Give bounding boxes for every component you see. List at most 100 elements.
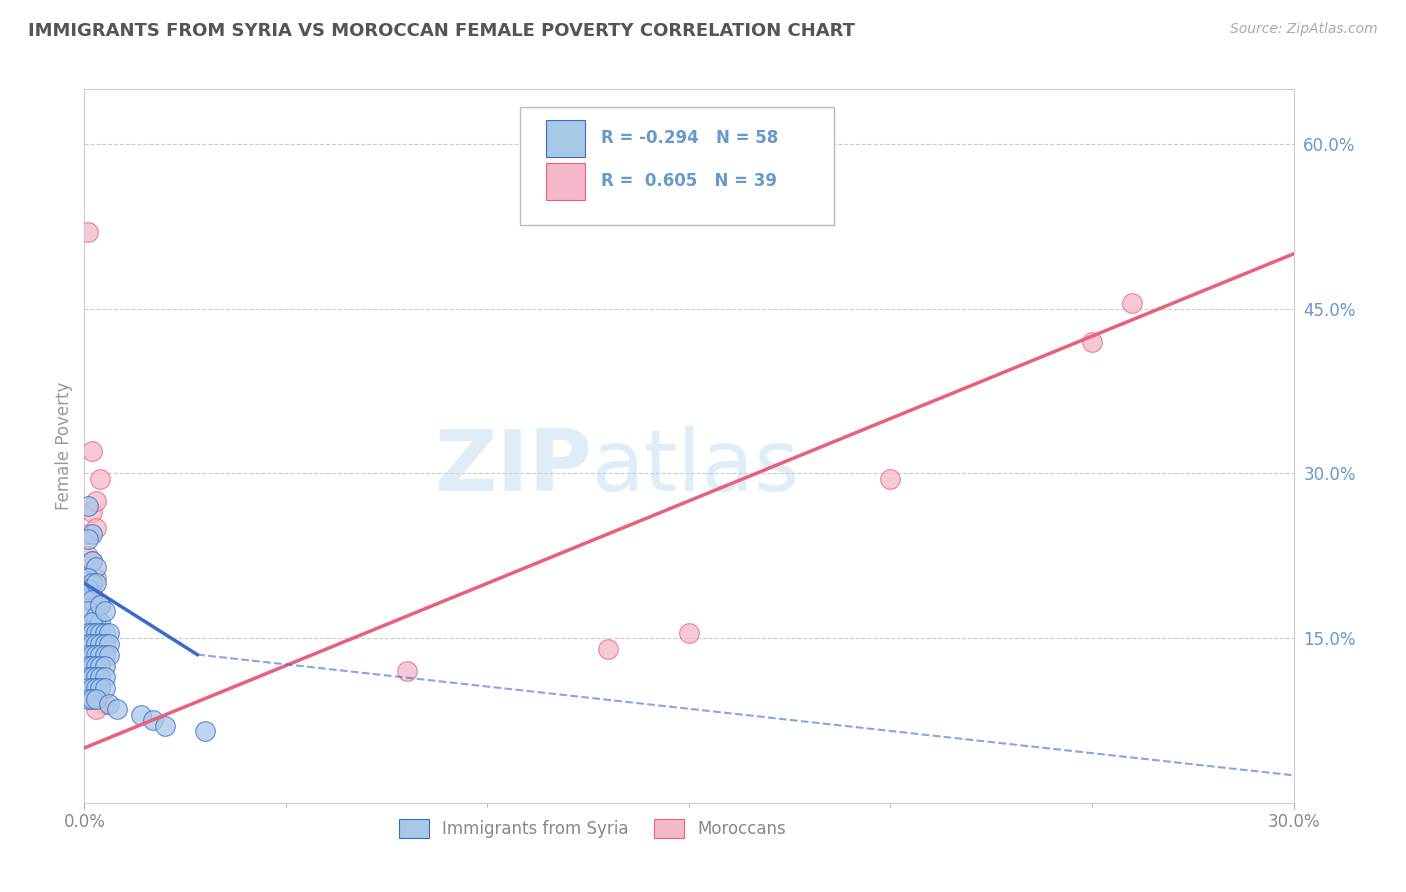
Text: atlas: atlas bbox=[592, 425, 800, 509]
Point bbox=[86, 571, 108, 585]
Point bbox=[598, 642, 620, 657]
Point bbox=[82, 637, 104, 651]
FancyBboxPatch shape bbox=[547, 120, 585, 157]
Point bbox=[89, 625, 111, 640]
Point bbox=[77, 637, 100, 651]
Point bbox=[77, 625, 100, 640]
Point bbox=[89, 625, 111, 640]
Point bbox=[89, 669, 111, 683]
Point bbox=[77, 637, 100, 651]
Point bbox=[97, 637, 120, 651]
Point bbox=[93, 681, 115, 695]
Point bbox=[86, 658, 108, 673]
Point bbox=[89, 472, 111, 486]
Point bbox=[129, 708, 152, 723]
Point bbox=[77, 669, 100, 683]
Point bbox=[82, 592, 104, 607]
Text: ZIP: ZIP bbox=[434, 425, 592, 509]
Point bbox=[105, 702, 128, 716]
Point bbox=[89, 637, 111, 651]
Point bbox=[77, 691, 100, 706]
Point bbox=[82, 526, 104, 541]
Point bbox=[93, 648, 115, 662]
Point bbox=[879, 472, 901, 486]
Point bbox=[86, 702, 108, 716]
Point bbox=[93, 658, 115, 673]
Point bbox=[77, 500, 100, 514]
Point bbox=[77, 604, 100, 618]
Point bbox=[86, 494, 108, 508]
Y-axis label: Female Poverty: Female Poverty bbox=[55, 382, 73, 510]
Point bbox=[97, 697, 120, 711]
Point bbox=[77, 225, 100, 239]
Point bbox=[82, 587, 104, 601]
Point bbox=[77, 625, 100, 640]
Point bbox=[82, 691, 104, 706]
Point bbox=[82, 625, 104, 640]
Text: Source: ZipAtlas.com: Source: ZipAtlas.com bbox=[1230, 22, 1378, 37]
Point bbox=[82, 444, 104, 458]
Point bbox=[77, 582, 100, 596]
Text: R =  0.605   N = 39: R = 0.605 N = 39 bbox=[600, 172, 776, 190]
Point bbox=[97, 648, 120, 662]
Point bbox=[89, 681, 111, 695]
Point bbox=[86, 648, 108, 662]
Point bbox=[82, 691, 104, 706]
Point bbox=[153, 719, 176, 733]
Point bbox=[93, 604, 115, 618]
Point bbox=[93, 637, 115, 651]
Point bbox=[93, 625, 115, 640]
Point bbox=[93, 669, 115, 683]
Point bbox=[86, 681, 108, 695]
Point bbox=[86, 681, 108, 695]
Text: IMMIGRANTS FROM SYRIA VS MOROCCAN FEMALE POVERTY CORRELATION CHART: IMMIGRANTS FROM SYRIA VS MOROCCAN FEMALE… bbox=[28, 22, 855, 40]
Point bbox=[82, 669, 104, 683]
Point bbox=[82, 648, 104, 662]
Point bbox=[82, 648, 104, 662]
Point bbox=[82, 669, 104, 683]
Point bbox=[82, 576, 104, 591]
Point bbox=[86, 521, 108, 535]
Legend: Immigrants from Syria, Moroccans: Immigrants from Syria, Moroccans bbox=[392, 812, 793, 845]
Point bbox=[89, 648, 111, 662]
Point bbox=[77, 533, 100, 547]
Point bbox=[82, 505, 104, 519]
Point bbox=[77, 571, 100, 585]
FancyBboxPatch shape bbox=[520, 107, 834, 225]
Point bbox=[77, 681, 100, 695]
Point bbox=[86, 559, 108, 574]
Point bbox=[86, 669, 108, 683]
Point bbox=[82, 615, 104, 629]
Point bbox=[82, 554, 104, 568]
Point bbox=[82, 658, 104, 673]
Point bbox=[86, 576, 108, 591]
FancyBboxPatch shape bbox=[547, 162, 585, 200]
Point bbox=[77, 592, 100, 607]
Point bbox=[86, 637, 108, 651]
Point bbox=[194, 724, 217, 739]
Point bbox=[77, 658, 100, 673]
Point bbox=[1121, 296, 1143, 310]
Point bbox=[77, 658, 100, 673]
Point bbox=[77, 648, 100, 662]
Text: R = -0.294   N = 58: R = -0.294 N = 58 bbox=[600, 129, 778, 147]
Point bbox=[97, 625, 120, 640]
Point bbox=[89, 598, 111, 612]
Point bbox=[86, 691, 108, 706]
Point bbox=[86, 625, 108, 640]
Point bbox=[89, 615, 111, 629]
Point bbox=[93, 697, 115, 711]
Point bbox=[77, 526, 100, 541]
Point bbox=[77, 571, 100, 585]
Point bbox=[82, 615, 104, 629]
Point bbox=[77, 648, 100, 662]
Point bbox=[86, 658, 108, 673]
Point bbox=[77, 549, 100, 563]
Point bbox=[142, 714, 165, 728]
Point bbox=[86, 637, 108, 651]
Point bbox=[395, 664, 418, 678]
Point bbox=[86, 615, 108, 629]
Point bbox=[89, 658, 111, 673]
Point bbox=[89, 598, 111, 612]
Point bbox=[77, 669, 100, 683]
